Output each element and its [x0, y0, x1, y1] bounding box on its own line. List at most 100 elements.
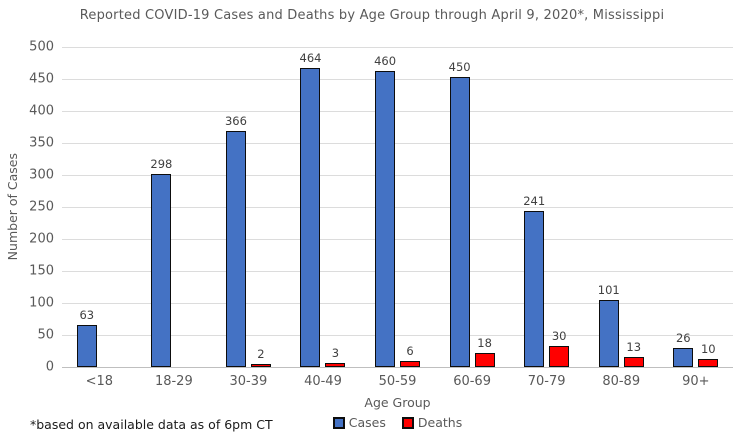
- bar-value-label: 10: [700, 341, 716, 356]
- bars-layer: 63 298 366 2 464 3 460 6 450 18 241 30 101 13 26 10: [62, 47, 733, 367]
- bar-deaths: [400, 361, 421, 367]
- y-axis-ticks: 500 450 400 350 300 250 200 150 100 50 0: [18, 40, 54, 375]
- y-tick-label: 400: [29, 103, 54, 119]
- legend-marker-cases: [332, 416, 345, 429]
- gridline: [62, 47, 733, 48]
- legend-label: Deaths: [417, 415, 463, 430]
- bar-slot: [101, 47, 122, 367]
- x-axis-ticks: <18 18-29 30-39 40-49 50-59 60-69 70-79 80-89 90…: [62, 374, 733, 389]
- bar-deaths: [325, 363, 346, 367]
- category-group: 298: [137, 47, 212, 367]
- bar-deaths: [250, 363, 271, 367]
- bar-slot: 241: [523, 47, 546, 367]
- category-group: 26 10: [659, 47, 734, 367]
- bar-value-label: 2: [257, 346, 265, 361]
- bar-slot: 450: [448, 47, 471, 367]
- bar-slot: 18: [474, 47, 495, 367]
- bar-deaths: [698, 358, 719, 367]
- bar-value-label: 366: [224, 113, 247, 128]
- bar-value-label: 450: [448, 60, 471, 74]
- gridline: [62, 335, 733, 336]
- gridline: [62, 79, 733, 80]
- bar-value-label: 241: [523, 193, 546, 208]
- y-tick-label: 200: [29, 231, 54, 247]
- y-tick-label: 0: [45, 359, 54, 375]
- bar-cases: [449, 77, 470, 367]
- bar-slot: 2: [250, 47, 271, 367]
- bar-cases: [375, 70, 396, 367]
- bar-slot: 13: [623, 47, 644, 367]
- y-tick-label: 50: [37, 327, 54, 343]
- bar-value-label: 101: [597, 283, 620, 298]
- y-tick-label: 150: [29, 263, 54, 279]
- x-tick-label: 60-69: [453, 374, 491, 389]
- bar-slot: 366: [224, 47, 247, 367]
- category-group: 460 6: [360, 47, 435, 367]
- x-tick-label: 90+: [682, 374, 710, 389]
- y-tick-label: 100: [29, 295, 54, 311]
- category-group: 450 18: [435, 47, 510, 367]
- bar-cases: [598, 300, 619, 367]
- bar-cases: [673, 348, 694, 367]
- bar-slot: 6: [400, 47, 421, 367]
- x-tick-label: 70-79: [527, 374, 566, 389]
- bar-value-label: 18: [477, 336, 492, 351]
- legend-marker-deaths: [401, 416, 414, 429]
- bar-slot: 10: [698, 47, 719, 367]
- bar-value-label: 63: [79, 307, 95, 322]
- bar-cases: [225, 130, 246, 367]
- bar-value-label: 298: [150, 157, 173, 172]
- x-tick-label: 30-39: [229, 374, 268, 389]
- y-tick-label: 300: [29, 167, 54, 183]
- bar-cases: [300, 68, 321, 367]
- category-group: 464 3: [286, 47, 361, 367]
- gridline: [62, 175, 733, 176]
- bar-slot: 101: [597, 47, 620, 367]
- bar-slot: 63: [76, 47, 97, 367]
- category-group: 241 30: [509, 47, 584, 367]
- category-group: 63: [62, 47, 137, 367]
- bar-slot: 3: [325, 47, 346, 367]
- x-tick-label: 40-49: [304, 374, 342, 389]
- legend: Cases Deaths: [62, 415, 733, 430]
- bar-value-label: 13: [626, 339, 642, 354]
- bar-value-label: 26: [675, 331, 691, 346]
- bar-slot: 298: [150, 47, 173, 367]
- bar-slot: 30: [549, 47, 570, 367]
- bar-cases: [76, 324, 97, 367]
- bar-value-label: 460: [374, 53, 397, 68]
- footnote: *based on available data as of 6pm CT: [30, 417, 273, 432]
- bar-value-label: 6: [406, 344, 414, 359]
- gridline: [62, 207, 733, 208]
- bar-value-label: 3: [331, 346, 340, 361]
- bar-value-label: 464: [299, 51, 322, 66]
- gridline: [62, 239, 733, 240]
- y-tick-label: 500: [29, 39, 54, 55]
- x-axis-title: Age Group: [364, 395, 431, 410]
- x-tick-label: 80-89: [602, 374, 641, 389]
- bar-deaths: [549, 345, 570, 367]
- gridline: [62, 143, 733, 144]
- gridline: [62, 111, 733, 112]
- y-tick-label: 250: [29, 199, 54, 215]
- gridline: [62, 271, 733, 272]
- chart-title: Reported COVID-19 Cases and Deaths by Ag…: [79, 8, 665, 23]
- bar-slot: 460: [374, 47, 397, 367]
- plot-area: 63 298 366 2 464 3 460 6 450 18 241 30 101 13 26 10: [62, 47, 733, 368]
- gridline: [62, 303, 733, 304]
- y-tick-label: 450: [29, 71, 54, 87]
- x-tick-label: 18-29: [154, 374, 193, 389]
- legend-label: Cases: [348, 415, 386, 430]
- bar-deaths: [623, 356, 644, 367]
- bar-slot: [176, 47, 197, 367]
- bar-slot: 464: [300, 47, 321, 367]
- x-tick-label: 50-59: [378, 374, 417, 389]
- legend-item-deaths: Deaths: [401, 415, 463, 430]
- bar-cases: [151, 174, 172, 367]
- legend-item-cases: Cases: [332, 415, 386, 430]
- bar-deaths: [474, 353, 495, 367]
- category-group: 366 2: [211, 47, 286, 367]
- category-group: 101 13: [584, 47, 659, 367]
- bar-cases: [524, 210, 545, 367]
